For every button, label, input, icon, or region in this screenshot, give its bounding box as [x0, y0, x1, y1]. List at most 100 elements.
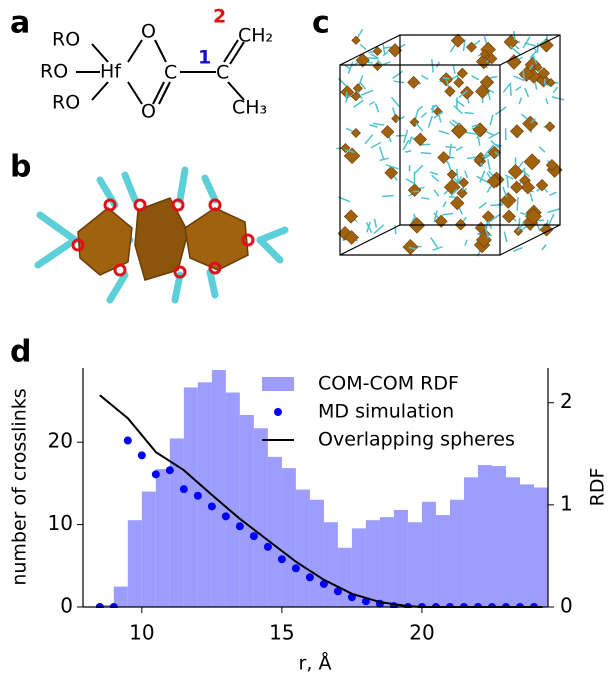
cluster	[381, 126, 394, 139]
histogram-bar	[254, 428, 268, 607]
ligand-stick	[373, 123, 384, 125]
histogram-bar	[240, 415, 254, 607]
ligand-stick	[370, 125, 378, 127]
panel-label: c	[312, 6, 330, 41]
panel-label: a	[10, 6, 30, 41]
ligand-stick	[382, 196, 393, 197]
histogram-bar	[380, 517, 394, 607]
x-tick-label: 20	[409, 621, 434, 645]
data-point	[152, 470, 160, 478]
data-point	[306, 573, 314, 581]
ligand: RO	[40, 61, 68, 83]
legend-label: MD simulation	[318, 401, 454, 423]
histogram-bar	[268, 457, 282, 607]
ligand-stick	[519, 98, 521, 105]
ligand-stick	[539, 147, 545, 152]
ligand-stick	[443, 202, 446, 208]
ligand-stick	[464, 132, 477, 134]
x-tick-label: 10	[129, 621, 154, 645]
ligand-stick	[456, 147, 463, 151]
ligand-stick	[415, 165, 423, 173]
data-point	[250, 532, 258, 540]
cluster	[403, 239, 418, 254]
ligand-stick	[421, 75, 428, 79]
ligand: RO	[52, 92, 80, 114]
histogram-bar	[310, 500, 324, 607]
ligand-stick	[465, 240, 467, 246]
ligand-stick	[553, 87, 557, 93]
ligand-stick	[360, 44, 366, 49]
ligand-stick	[421, 198, 429, 199]
ligand-stick	[504, 232, 507, 243]
ligand-stick	[479, 203, 486, 209]
ligand-stick	[345, 66, 350, 69]
ligand-stick	[488, 159, 490, 170]
x-tick-label: 15	[269, 621, 294, 645]
ligand-stick	[449, 144, 451, 157]
histogram-bar	[282, 468, 296, 607]
ligand-stick	[430, 172, 438, 175]
y-axis-label: number of crosslinks	[9, 388, 31, 585]
cluster	[447, 170, 456, 179]
data-point	[278, 555, 286, 563]
ligand-stick	[434, 190, 439, 197]
histogram-bar	[450, 500, 464, 607]
data-point	[180, 485, 188, 493]
ligand-stick	[353, 100, 363, 107]
cluster	[503, 210, 516, 223]
ligand-stick	[488, 92, 490, 100]
histogram-bar	[408, 522, 422, 607]
legend-swatch	[274, 408, 282, 416]
ligand-stick	[404, 130, 408, 143]
ligand-stick	[548, 214, 554, 226]
ligand-stick	[375, 219, 377, 228]
y2-tick-label: 0	[560, 594, 573, 618]
cluster	[351, 128, 360, 137]
histogram-bar	[142, 492, 156, 607]
cluster	[457, 68, 467, 78]
ligand-stick	[394, 81, 405, 83]
data-point	[292, 564, 300, 572]
ligand-stick	[510, 83, 511, 95]
ligand-stick	[365, 135, 373, 144]
simulation-box	[336, 29, 564, 256]
ligand-stick	[454, 106, 463, 114]
cluster	[507, 55, 522, 70]
ligand-stick	[530, 193, 532, 202]
y2-axis-label: RDF	[587, 468, 609, 507]
ligand-stick	[510, 46, 520, 54]
ligand-stick	[383, 44, 384, 54]
y2-tick-label: 2	[560, 389, 573, 413]
cluster	[524, 154, 540, 170]
panel-label: b	[10, 150, 31, 185]
ligand-stick	[523, 37, 530, 48]
y2-tick-label: 1	[560, 491, 573, 515]
cluster	[392, 114, 400, 122]
ligand-stick	[380, 147, 384, 159]
oxygen: O	[141, 21, 156, 43]
ligand-stick	[549, 192, 556, 195]
data-point	[138, 451, 146, 459]
histogram-bar	[436, 515, 450, 607]
ligand-stick	[472, 76, 479, 80]
cluster	[510, 125, 523, 138]
methyl: CH₃	[232, 97, 267, 119]
ligand-stick	[439, 131, 449, 134]
histogram-bar	[296, 490, 310, 607]
metal: Hf	[100, 61, 122, 83]
ligand-stick	[393, 71, 403, 78]
histogram-bar	[422, 502, 436, 607]
ligand-stick	[369, 102, 374, 105]
y-tick-label: 0	[60, 594, 73, 618]
carbon-number: 2	[213, 6, 226, 28]
cluster	[352, 36, 360, 44]
ligand-stick	[428, 116, 432, 128]
ligand-stick	[546, 98, 548, 104]
histogram-bar	[226, 393, 240, 607]
ligand-stick	[542, 245, 546, 250]
histogram-bar	[212, 370, 226, 607]
y-tick-label: 10	[48, 511, 73, 535]
ligand-stick	[445, 147, 455, 148]
